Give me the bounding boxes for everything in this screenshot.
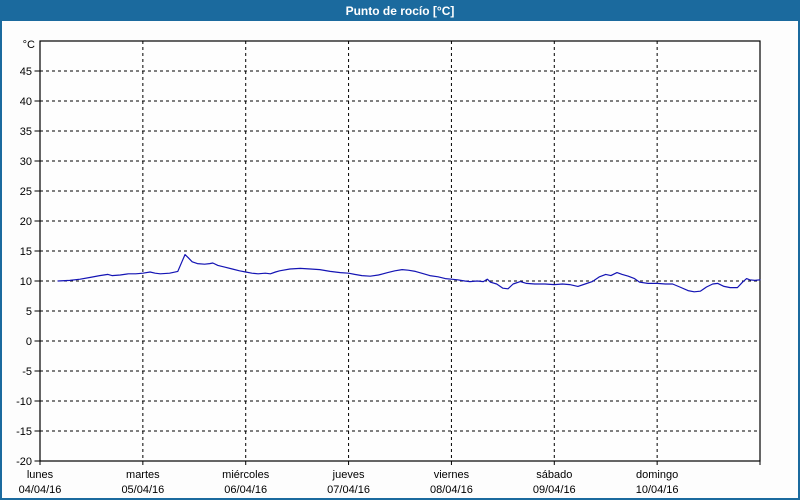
y-axis-label: 40 (20, 96, 32, 108)
x-axis-day-label: viernes (434, 469, 470, 481)
plot-area: 45 40 35 30 25 20 15 10 5 0 -5 -10 -15 -20 °C lunes 04/0… (16, 39, 761, 496)
y-axis-label: -5 (22, 366, 32, 378)
x-axis-day-label: miércoles (222, 469, 270, 481)
x-axis-day-label: martes (126, 469, 160, 481)
y-axis-label: 25 (20, 186, 32, 198)
x-axis-date-label: 06/04/16 (224, 484, 267, 496)
x-axis-day-label: jueves (332, 469, 365, 481)
y-axis-label: -10 (16, 396, 32, 408)
page-title: Punto de rocío [°C] (346, 4, 455, 18)
y-axis-label: 5 (26, 306, 32, 318)
x-axis-day-label: domingo (636, 469, 678, 481)
y-axis-label: 10 (20, 276, 32, 288)
y-axis-label: 0 (26, 336, 32, 348)
y-axis-unit-label: °C (23, 39, 35, 51)
x-axis-date-label: 07/04/16 (327, 484, 370, 496)
y-axis-label: -15 (16, 426, 32, 438)
y-axis-label: 15 (20, 246, 32, 258)
x-axis-date-label: 10/04/16 (636, 484, 679, 496)
x-axis-day-label: lunes (27, 469, 54, 481)
y-axis-label: 35 (20, 126, 32, 138)
y-axis-label: 30 (20, 156, 32, 168)
y-axis-label: -20 (16, 456, 32, 468)
x-axis-day-label: sábado (536, 469, 572, 481)
title-bar (0, 0, 800, 21)
x-axis-date-label: 05/04/16 (121, 484, 164, 496)
y-axis-label: 20 (20, 216, 32, 228)
x-axis-date-label: 08/04/16 (430, 484, 473, 496)
x-axis-date-label: 09/04/16 (533, 484, 576, 496)
x-axis-date-label: 04/04/16 (19, 484, 62, 496)
plot-border (39, 40, 761, 462)
dew-point-line (57, 254, 761, 293)
y-axis-label: 45 (20, 66, 32, 78)
